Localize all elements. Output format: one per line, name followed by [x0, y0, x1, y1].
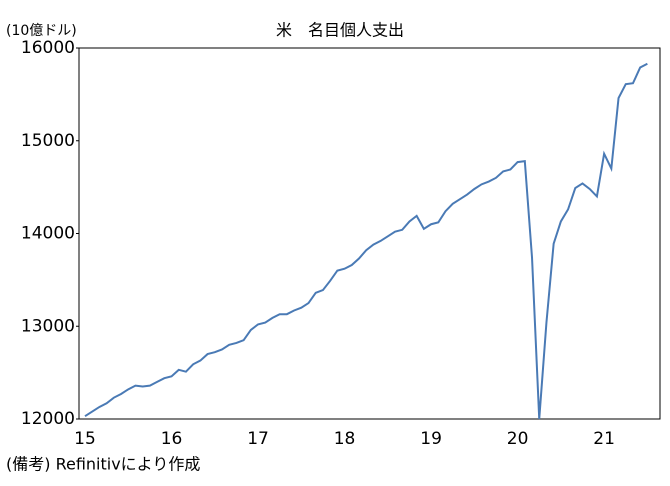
- y-tick-label: 13000: [21, 316, 75, 336]
- x-tick-label: 19: [420, 429, 442, 449]
- y-tick-label: 15000: [21, 131, 75, 151]
- note: (備考) Refinitivにより作成: [6, 455, 200, 474]
- x-tick-label: 16: [161, 429, 183, 449]
- chart-title: 米 名目個人支出: [276, 21, 404, 40]
- line: [84, 62, 648, 420]
- y-tick-label: 16000: [21, 38, 75, 58]
- y-tick-label: 12000: [21, 409, 75, 429]
- x-tick-label: 21: [593, 429, 615, 449]
- x-tick-label: 15: [74, 429, 96, 449]
- x-tick-label: 20: [507, 429, 529, 449]
- x-tick-label: 17: [247, 429, 269, 449]
- y-tick-label: 14000: [21, 224, 75, 244]
- y-axis-label: (10億ドル): [6, 23, 77, 39]
- plot-frame: [78, 47, 661, 420]
- x-tick-label: 18: [334, 429, 356, 449]
